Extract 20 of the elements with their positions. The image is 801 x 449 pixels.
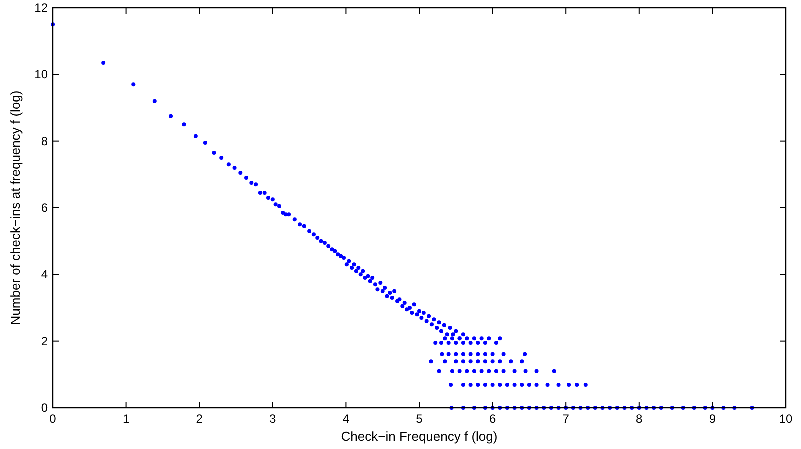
x-tick-label: 5 xyxy=(416,412,424,426)
x-tick-label: 9 xyxy=(709,412,716,426)
y-tick-label: 12 xyxy=(34,1,48,15)
y-tick-label: 6 xyxy=(41,201,48,215)
x-tick-label: 8 xyxy=(636,412,644,426)
x-tick-label: 3 xyxy=(270,412,277,426)
x-axis-title: Check−in Frequency f (log) xyxy=(341,429,498,444)
y-tick-label: 4 xyxy=(41,268,48,282)
y-tick-label: 2 xyxy=(41,334,48,348)
x-tick-label: 2 xyxy=(196,412,204,426)
x-tick-label: 0 xyxy=(50,412,57,426)
x-tick-label: 10 xyxy=(779,412,793,426)
y-tick-label: 8 xyxy=(41,134,48,148)
x-tick-label: 7 xyxy=(562,412,570,426)
x-tick-label: 1 xyxy=(122,412,130,426)
y-tick-label: 0 xyxy=(41,401,48,415)
x-tick-label: 4 xyxy=(342,412,350,426)
x-tick-label: 6 xyxy=(489,412,496,426)
y-axis-title: Number of check−ins at frequency f (log) xyxy=(8,90,23,326)
y-tick-label: 10 xyxy=(34,68,48,82)
